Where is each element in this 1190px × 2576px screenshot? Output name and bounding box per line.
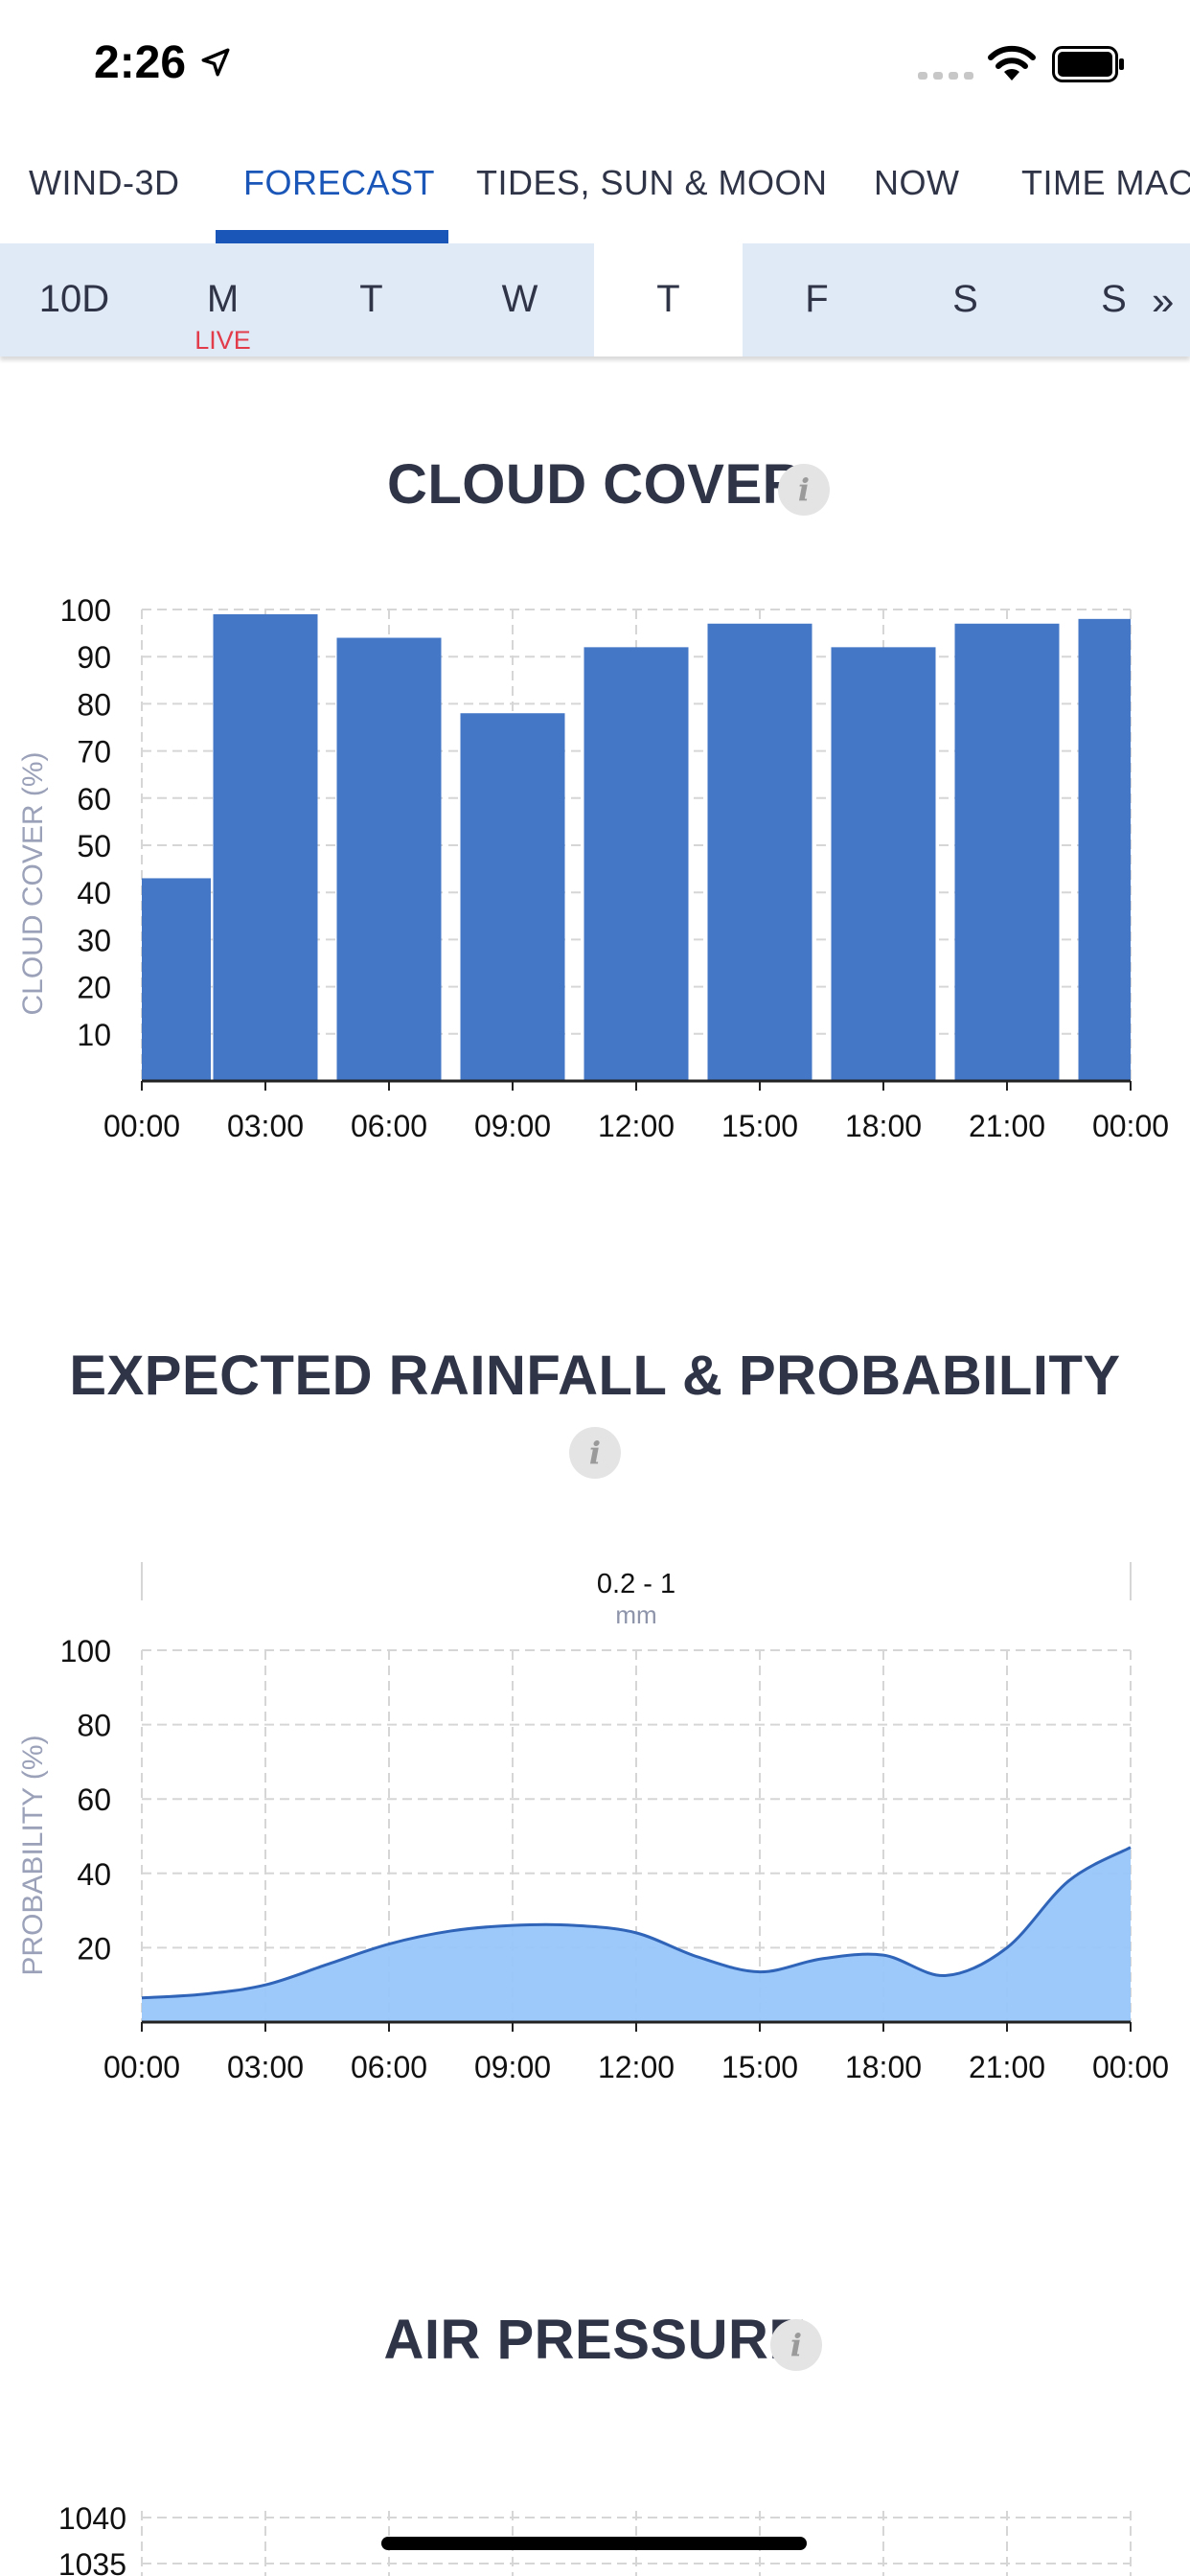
rain-unit-label: mm [615,1600,656,1629]
tab-wind-3d[interactable]: WIND-3D [29,163,180,202]
air-pressure-title: AIR PRESSURE [0,2308,1190,2372]
y-tick-label: 80 [77,687,111,722]
y-tick-label: 40 [77,1857,111,1892]
probability-line [141,1846,1132,2000]
x-tick-label: 12:00 [598,2050,675,2084]
y-axis-label: PROBABILITY (%) [17,1735,49,1975]
cloud-cover-bar [831,647,936,1081]
air-pressure-chart: 1040 1035 [58,2501,1132,2576]
rainfall-chart: 20 40 60 80 100 00:00 03:00 06:00 09:00 12:00 15:0… [17,1562,1169,2084]
x-tick-label: 21:00 [969,2050,1045,2084]
day-label: S [1101,278,1127,320]
y-tick-label: 1040 [58,2501,126,2536]
x-tick-label: 09:00 [474,1109,551,1143]
more-days-chevron-icon[interactable]: » [1152,278,1175,323]
rainfall-info-icon[interactable]: i [569,1427,621,1479]
x-tick-label: 06:00 [351,1109,427,1143]
active-tab-indicator [216,230,448,243]
x-tick-label: 00:00 [1092,2050,1169,2084]
y-tick-label: 20 [77,971,111,1005]
x-tick-label: 21:00 [969,1109,1045,1143]
cloud-cover-bar [1078,618,1131,1081]
y-tick-label: 20 [77,1931,111,1966]
x-tick-label: 03:00 [227,2050,304,2084]
tab-tides-sun-moon[interactable]: TIDES, SUN & MOON [476,163,828,202]
tab-now[interactable]: NOW [874,163,960,202]
x-tick-label: 03:00 [227,1109,304,1143]
cloud-cover-chart: 10 20 30 40 50 60 70 80 90 100 00:00 03:00 06:00 09:0… [17,593,1169,1143]
cloud-cover-bar [142,878,211,1081]
x-tick-label: 06:00 [351,2050,427,2084]
y-tick-label: 10 [77,1018,111,1052]
x-tick-label: 09:00 [474,2050,551,2084]
y-tick-label: 40 [77,876,111,910]
probability-area [142,1847,1131,2022]
x-tick-label: 15:00 [721,2050,798,2084]
y-tick-label: 50 [77,829,111,863]
live-badge: LIVE [195,326,251,355]
x-tick-label: 00:00 [103,2050,180,2084]
y-tick-label: 80 [77,1709,111,1743]
x-tick-label: 12:00 [598,1109,675,1143]
tab-time-machine[interactable]: TIME MAC [1021,163,1190,202]
cloud-cover-title-text: CLOUD COVER [386,453,804,516]
day-monday[interactable]: M LIVE [149,243,297,356]
day-thursday[interactable]: T [594,243,743,356]
day-label: W [501,278,538,320]
home-indicator[interactable] [381,2537,807,2550]
location-arrow-icon [201,48,230,77]
cloud-cover-bar [584,647,689,1081]
cloud-cover-bar [336,637,442,1081]
air-pressure-title-text: AIR PRESSURE [383,2309,807,2371]
status-time: 2:26 [94,37,187,88]
rain-amount-label: 0.2 - 1 [597,1569,675,1599]
cloud-cover-title: CLOUD COVER [0,452,1190,517]
day-wednesday[interactable]: W [446,243,594,356]
day-saturday[interactable]: S [891,243,1040,356]
tab-forecast[interactable]: FORECAST [243,163,436,202]
air-pressure-info-icon[interactable]: i [770,2319,822,2371]
rainfall-title-text: EXPECTED RAINFALL & PROBABILITY [69,1345,1121,1407]
cellular-signal-icon [918,72,973,80]
y-tick-label: 90 [77,640,111,675]
status-bar: 2:26 [0,0,1190,129]
x-tick-label: 18:00 [845,1109,922,1143]
day-selector: 10D M LIVE T W T F S S [0,243,1190,356]
day-sunday[interactable]: S [1040,243,1188,356]
day-label: T [359,278,383,320]
day-label: F [805,278,829,320]
x-tick-label: 00:00 [1092,1109,1169,1143]
top-tab-bar: WIND-3D FORECAST TIDES, SUN & MOON NOW T… [0,144,1190,243]
day-label: M [206,278,240,320]
day-label: S [952,278,978,320]
y-axis-label: CLOUD COVER (%) [17,751,49,1015]
cloud-cover-bar [707,623,812,1081]
x-tick-label: 15:00 [721,1109,798,1143]
day-10d[interactable]: 10D [0,243,149,356]
y-tick-label: 100 [60,593,111,628]
battery-icon [1052,46,1124,82]
day-friday[interactable]: F [743,243,891,356]
y-tick-label: 60 [77,782,111,816]
rainfall-title: EXPECTED RAINFALL & PROBABILITY [0,1344,1190,1408]
day-tuesday[interactable]: T [297,243,446,356]
cloud-cover-info-icon[interactable]: i [778,464,830,516]
cloud-cover-bar [213,613,318,1081]
cloud-cover-bar [954,623,1060,1081]
wifi-icon [988,45,1036,80]
y-tick-label: 1035 [58,2547,126,2576]
y-tick-label: 100 [60,1634,111,1668]
x-tick-label: 18:00 [845,2050,922,2084]
x-tick-label: 00:00 [103,1109,180,1143]
y-tick-label: 60 [77,1782,111,1817]
cloud-cover-bar [460,713,565,1081]
y-tick-label: 30 [77,923,111,957]
day-label: T [656,278,680,320]
y-tick-label: 70 [77,735,111,770]
day-label: 10D [38,278,110,320]
